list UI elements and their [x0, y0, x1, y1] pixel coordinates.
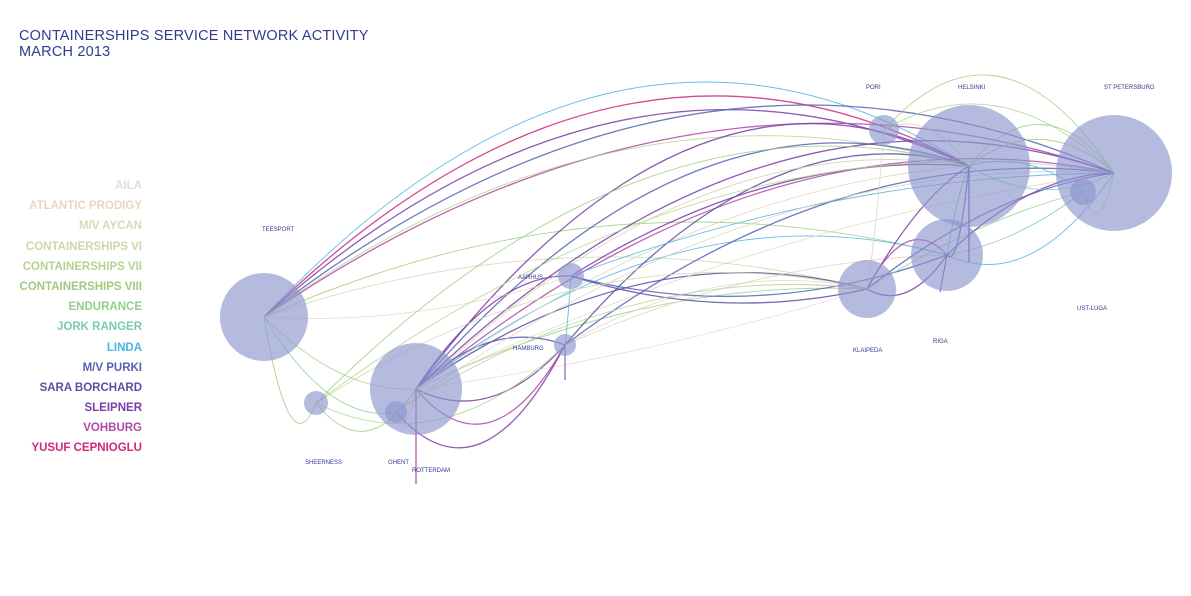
legend-item-aila: AILA — [115, 180, 142, 192]
route-arc — [263, 256, 868, 318]
node-sheerness — [304, 391, 328, 415]
label-klaipeda: KLAIPEDA — [853, 348, 882, 354]
legend-item-sleipner: SLEIPNER — [84, 402, 142, 415]
label-st-petersburg: ST PETERSBURG — [1104, 85, 1155, 91]
route-arc — [570, 172, 1115, 277]
label-teesport: TEESPORT — [262, 227, 295, 233]
legend-item-yusuf-cepnioglu: YUSUF CEPNIOGLU — [31, 442, 142, 455]
label-ghent: GHENT — [388, 460, 409, 466]
label-pori: PORI — [866, 85, 881, 91]
legend-item-containerships-vii: CONTAINERSHIPS VII — [22, 260, 142, 273]
node-rotterdam — [370, 343, 462, 435]
label-ust-luga: UST-LUGA — [1077, 306, 1107, 312]
chart-title: CONTAINERSHIPS SERVICE NETWORK ACTIVITY … — [19, 28, 369, 60]
port-nodes — [220, 105, 1172, 435]
node-st-petersburg — [1056, 115, 1172, 231]
legend-item-endurance: ENDURANCE — [68, 301, 142, 314]
port-labels: TEESPORT SHEERNESS GHENT ROTTERDAM HAMBU… — [262, 85, 1155, 474]
route-arc — [415, 165, 970, 390]
legend-item-containerships-viii: CONTAINERSHIPS VIII — [19, 280, 142, 293]
route-arc — [395, 159, 970, 413]
route-arc — [263, 81, 970, 318]
label-hamburg: HAMBURG — [513, 346, 544, 352]
node-helsinki — [908, 105, 1030, 227]
route-arc — [395, 284, 868, 413]
legend-item-linda: LINDA — [106, 341, 142, 354]
legend-item-vohburg: VOHBURG — [83, 422, 142, 435]
route-arc — [263, 221, 948, 318]
route-arc — [570, 275, 868, 304]
label-aarhus: AARHUS — [518, 275, 543, 281]
title-line-2: MARCH 2013 — [19, 44, 111, 60]
legend-item-mv-aycan: M/V AYCAN — [78, 220, 142, 233]
legend-item-sara-borchard: SARA BORCHARD — [39, 381, 142, 394]
vessel-legend: AILA ATLANTIC PRODIGY M/V AYCAN CONTAINE… — [0, 176, 142, 459]
route-arc — [415, 272, 868, 390]
route-arc — [315, 145, 970, 404]
route-arc — [415, 142, 970, 390]
node-aarhus — [558, 263, 584, 289]
legend-item-containerships-vi: CONTAINERSHIPS VI — [25, 240, 142, 253]
legend-item-jork-ranger: JORK RANGER — [57, 321, 142, 334]
route-arc — [570, 254, 948, 298]
node-klaipeda — [838, 260, 896, 318]
node-ghent — [385, 401, 407, 423]
node-pori — [869, 115, 899, 145]
route-arc — [415, 235, 948, 390]
route-arc — [564, 280, 868, 346]
label-helsinki: HELSINKI — [958, 85, 986, 91]
route-arc — [263, 95, 970, 318]
legend-item-mv-purki: M/V PURKI — [82, 361, 142, 374]
node-hamburg — [554, 334, 576, 356]
route-arc — [564, 167, 1115, 346]
route-arc — [415, 287, 868, 390]
node-riga — [911, 219, 983, 291]
route-arc — [564, 254, 948, 346]
legend-item-atlantic-prodigy: ATLANTIC PRODIGY — [29, 200, 142, 213]
node-teesport — [220, 273, 308, 361]
label-sheerness: SHEERNESS — [305, 460, 342, 466]
node-ust-luga — [1070, 179, 1096, 205]
title-line-1: CONTAINERSHIPS SERVICE NETWORK ACTIVITY — [19, 28, 369, 44]
label-rotterdam: ROTTERDAM — [412, 468, 450, 474]
route-arc — [415, 288, 868, 390]
label-riga: RIGA — [933, 339, 948, 345]
